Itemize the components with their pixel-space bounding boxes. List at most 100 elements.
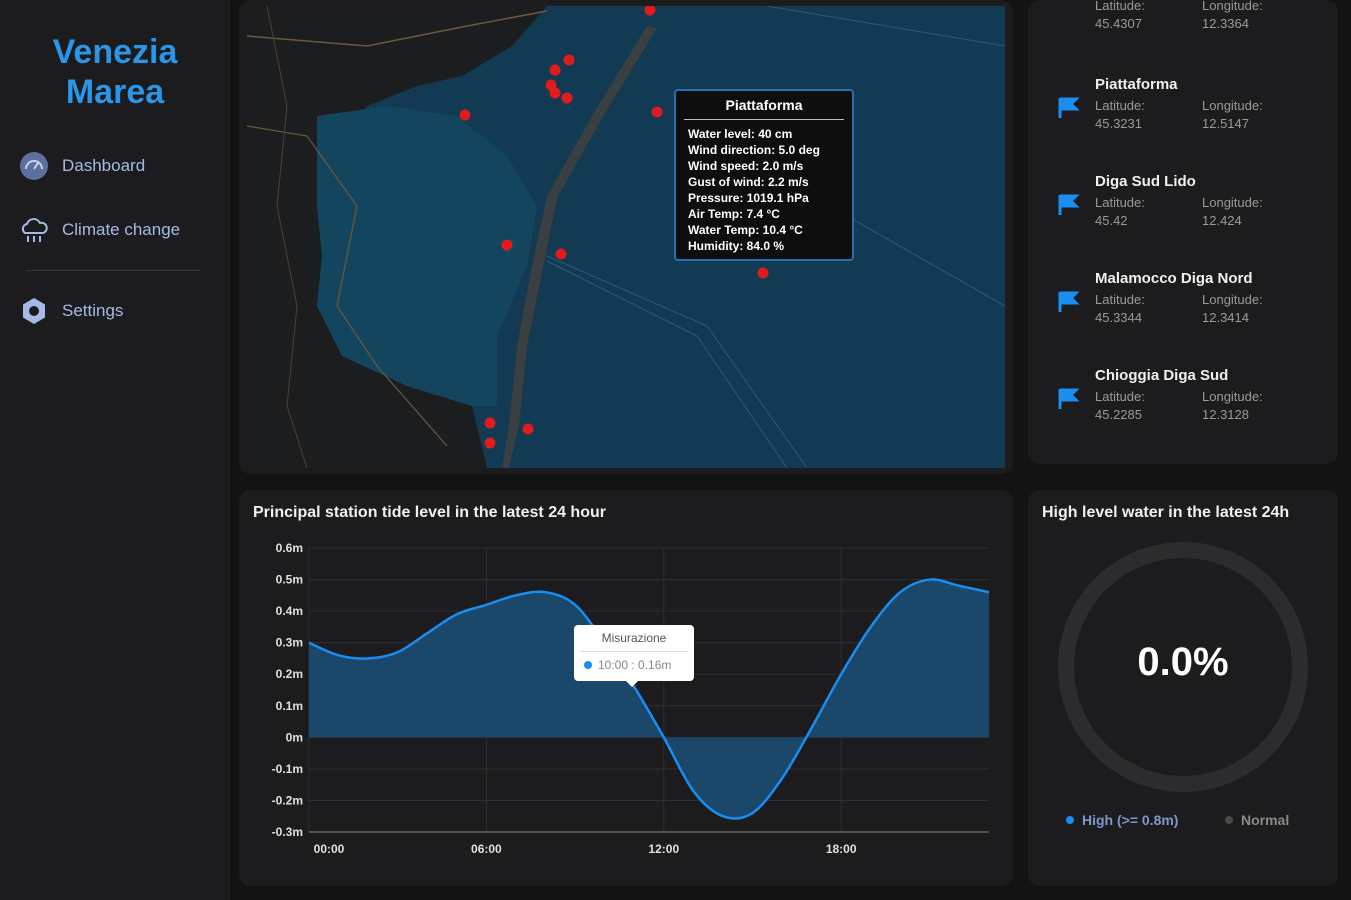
latitude-value: 45.2285 [1095, 407, 1142, 422]
station-marker[interactable] [757, 267, 769, 279]
nav-divider [26, 270, 200, 271]
longitude-label: Longitude: [1202, 389, 1263, 404]
station-item[interactable]: Diga Sud Lido Latitude: 45.42 Longitude:… [1028, 171, 1338, 235]
y-tick-label: 0m [286, 730, 303, 744]
popup-water-temp: Water Temp: 10.4 °C [688, 223, 803, 237]
station-marker[interactable] [644, 6, 656, 16]
latitude-value: 45.3231 [1095, 116, 1142, 131]
station-marker[interactable] [522, 423, 534, 435]
x-tick-label: 12:00 [648, 842, 679, 856]
longitude-value: 12.3414 [1202, 310, 1249, 325]
popup-air-temp: Air Temp: 7.4 °C [688, 207, 780, 221]
popup-humidity: Humidity: 84.0 % [688, 239, 785, 253]
nav-label-settings: Settings [62, 301, 124, 320]
station-name: Piattaforma [1095, 76, 1178, 93]
longitude-label: Longitude: [1202, 0, 1263, 13]
y-tick-label: 0.2m [276, 667, 303, 681]
high-water-gauge-card: High level water in the latest 24h 0.0% … [1028, 490, 1338, 886]
map-shipping-lane [546, 255, 808, 468]
latitude-label: Latitude: [1095, 195, 1145, 210]
nav-item-dashboard[interactable]: Dashboard [16, 146, 216, 186]
longitude-value: 12.424 [1202, 213, 1242, 228]
legend-label-normal: Normal [1241, 812, 1290, 828]
popup-water-level: Water level: 40 cm [688, 127, 793, 141]
legend-item-high[interactable]: High (>= 0.8m) [1066, 812, 1178, 828]
station-marker[interactable] [555, 248, 567, 260]
cloud-snow-icon [16, 212, 52, 248]
latitude-label: Latitude: [1095, 292, 1145, 307]
station-name: Diga Sud Lido [1095, 173, 1196, 190]
x-tick-label: 18:00 [826, 842, 857, 856]
station-marker[interactable] [549, 87, 561, 99]
longitude-label: Longitude: [1202, 98, 1263, 113]
longitude-label: Longitude: [1202, 195, 1263, 210]
popup-title: Piattaforma [684, 91, 844, 120]
station-marker[interactable] [459, 109, 471, 121]
map-road [266, 6, 308, 468]
station-marker[interactable] [501, 239, 513, 251]
tooltip-arrow [626, 681, 638, 687]
map-coastline [502, 26, 657, 468]
brand-line-1: Venezia [52, 33, 178, 71]
longitude-value: 12.3364 [1202, 16, 1249, 31]
y-tick-label: 0.6m [276, 541, 303, 555]
tide-chart-card: Principal station tide level in the late… [239, 490, 1013, 886]
map-shipping-lane [766, 6, 1005, 47]
latitude-value: 45.42 [1095, 213, 1128, 228]
tide-chart[interactable]: 0.6m 0.5m 0.4m 0.3m 0.2m 0.1m 0m -0.1m -0.2m -0.3… [239, 490, 1013, 886]
chart-title: Principal station tide level in the late… [253, 504, 606, 521]
station-marker[interactable] [563, 54, 575, 66]
station-item[interactable]: Malamocco Diga Nord Latitude: 45.3344 Lo… [1028, 268, 1338, 332]
tooltip-title: Misurazione [580, 625, 688, 652]
popup-details: Water level: 40 cm Wind direction: 5.0 d… [676, 120, 852, 254]
tooltip-row: 10:00 : 0.16m [574, 652, 694, 672]
tooltip-series-dot [584, 661, 592, 669]
popup-wind-speed: Wind speed: 2.0 m/s [688, 159, 804, 173]
legend-item-normal[interactable]: Normal [1225, 812, 1289, 828]
chart-tooltip: Misurazione 10:00 : 0.16m [574, 625, 694, 687]
legend-dot-normal [1225, 816, 1233, 824]
y-tick-label: -0.2m [272, 793, 303, 807]
longitude-value: 12.3128 [1202, 407, 1249, 422]
map-road [247, 10, 548, 47]
brand-line-2: Marea [65, 73, 165, 111]
station-marker[interactable] [549, 64, 561, 76]
latitude-label: Latitude: [1095, 0, 1145, 13]
gauge-value: 0.0% [1137, 640, 1229, 684]
sidebar: Venezia Marea Dashboard [0, 0, 230, 900]
map-lagoon [317, 106, 537, 406]
nav-item-settings[interactable]: Settings [16, 291, 216, 331]
y-tick-label: 0.5m [276, 573, 303, 587]
station-item[interactable]: Piattaforma Latitude: 45.3231 Longitude:… [1028, 74, 1338, 138]
station-item[interactable]: Chioggia Diga Sud Latitude: 45.2285 Long… [1028, 365, 1338, 429]
station-marker[interactable] [484, 417, 496, 429]
flag-icon [1058, 388, 1080, 409]
tooltip-value: 10:00 : 0.16m [598, 658, 672, 672]
station-marker[interactable] [651, 106, 663, 118]
gear-icon [16, 293, 52, 329]
nav-label-dashboard: Dashboard [62, 156, 146, 175]
brand-logo[interactable]: Venezia Marea [0, 32, 230, 112]
tide-area [309, 579, 989, 819]
legend-label-high: High (>= 0.8m) [1082, 812, 1179, 828]
latitude-label: Latitude: [1095, 98, 1145, 113]
y-tick-label: -0.1m [272, 762, 303, 776]
popup-wind-direction: Wind direction: 5.0 deg [688, 143, 820, 157]
x-tick-label: 06:00 [471, 842, 502, 856]
tide-line [308, 578, 990, 820]
longitude-label: Longitude: [1202, 292, 1263, 307]
flag-icon [1058, 291, 1080, 312]
flag-icon [1058, 97, 1080, 118]
station-marker[interactable] [484, 437, 496, 449]
station-item[interactable]: Latitude: 45.4307 Longitude: 12.3364 [1028, 0, 1338, 60]
nav-item-climate-change[interactable]: Climate change [16, 210, 216, 250]
map-road [247, 125, 448, 447]
latitude-label: Latitude: [1095, 389, 1145, 404]
longitude-value: 12.5147 [1202, 116, 1249, 131]
map-canvas[interactable] [247, 6, 1005, 468]
x-tick-label: 00:00 [314, 842, 345, 856]
popup-pressure: Pressure: 1019.1 hPa [688, 191, 809, 205]
station-popup: Piattaforma Water level: 40 cm Wind dire… [674, 89, 854, 261]
y-tick-label: 0.1m [276, 699, 303, 713]
station-marker[interactable] [561, 92, 573, 104]
